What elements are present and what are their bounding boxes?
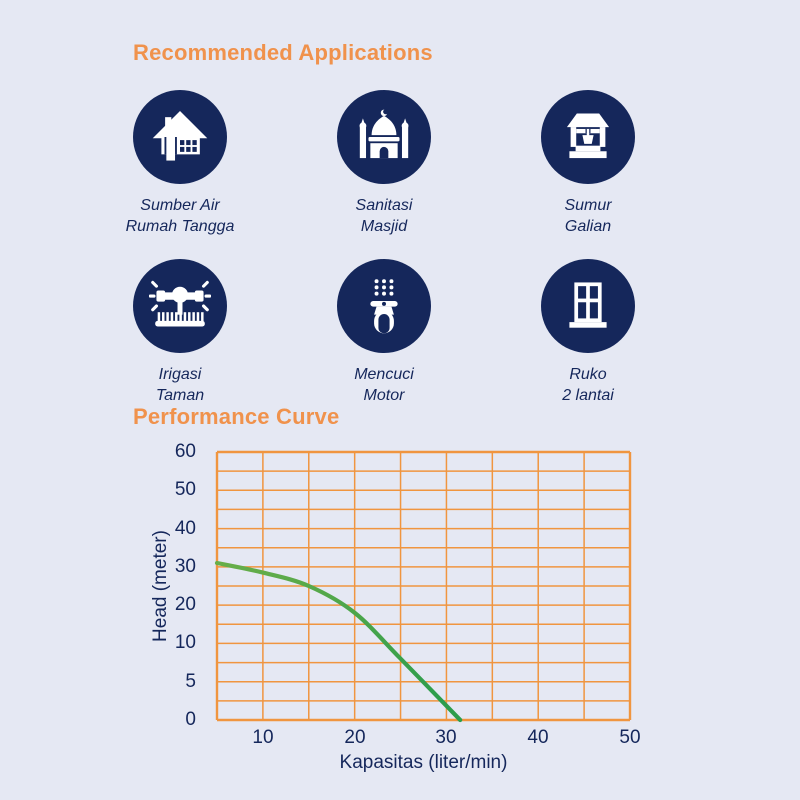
app-label-line2: Rumah Tangga <box>125 218 235 235</box>
mosque-icon <box>359 109 409 159</box>
app-label: Sanitasi Masjid <box>356 195 413 237</box>
x-axis-ticks: 10 20 30 40 50 <box>217 726 640 750</box>
x-axis-title: Kapasitas (liter/min) <box>339 752 508 773</box>
app-label: Mencuci Motor <box>354 364 414 406</box>
app-item-irigasi-taman: Irigasi Taman <box>78 259 282 406</box>
app-label: Ruko 2 lantai <box>562 364 614 406</box>
y-tick-20: 20 <box>174 594 196 615</box>
y-tick-30: 30 <box>174 556 196 577</box>
app-circle <box>133 90 227 184</box>
well-icon <box>566 113 610 159</box>
applications-heading: Recommended Applications <box>133 40 433 65</box>
x-tick-40: 40 <box>527 727 549 748</box>
app-label-line1: Sumber Air <box>140 197 220 214</box>
app-label: Sumur Galian <box>564 195 611 237</box>
performance-heading: Performance Curve <box>133 404 340 429</box>
app-item-mencuci-motor: Mencuci Motor <box>282 259 486 406</box>
app-label-line2: 2 lantai <box>562 387 614 404</box>
app-label-line1: Ruko <box>569 366 607 383</box>
app-label: Irigasi Taman <box>156 364 204 406</box>
house-icon <box>152 110 208 161</box>
y-axis-ticks: 60 50 40 30 20 10 5 0 <box>148 441 206 730</box>
app-label-line1: Sanitasi <box>355 197 413 214</box>
app-circle <box>133 259 227 353</box>
performance-chart-plot <box>214 450 632 723</box>
scooter-icon <box>370 279 398 334</box>
pump-curve <box>214 560 463 723</box>
x-tick-10: 10 <box>252 727 274 748</box>
x-tick-30: 30 <box>435 727 457 748</box>
shophouse-icon <box>569 282 607 328</box>
app-label-line2: Taman <box>155 387 205 404</box>
app-label-line2: Galian <box>564 218 612 235</box>
app-label-line1: Sumur <box>564 197 612 214</box>
app-circle <box>541 259 635 353</box>
app-circle <box>337 90 431 184</box>
applications-grid: Sumber Air Rumah Tangga <box>78 90 690 406</box>
app-label-line1: Mencuci <box>354 366 414 383</box>
app-item-sanitasi-masjid: Sanitasi Masjid <box>282 90 486 237</box>
y-tick-0: 0 <box>185 709 196 730</box>
x-tick-20: 20 <box>344 727 366 748</box>
x-tick-50: 50 <box>619 727 641 748</box>
y-tick-40: 40 <box>174 518 196 539</box>
app-label-line2: Motor <box>363 387 405 404</box>
y-tick-10: 10 <box>174 632 196 653</box>
y-tick-5: 5 <box>185 671 196 692</box>
app-item-sumber-air: Sumber Air Rumah Tangga <box>78 90 282 237</box>
app-circle <box>541 90 635 184</box>
app-item-sumur-galian: Sumur Galian <box>486 90 690 237</box>
app-label: Sumber Air Rumah Tangga <box>126 195 235 237</box>
app-label-line2: Masjid <box>360 218 408 235</box>
sprinkler-icon <box>149 280 211 327</box>
performance-chart <box>214 450 632 723</box>
chart-gridlines <box>215 450 632 722</box>
app-item-ruko: Ruko 2 lantai <box>486 259 690 406</box>
app-circle <box>337 259 431 353</box>
y-tick-60: 60 <box>174 441 196 462</box>
app-label-line1: Irigasi <box>158 366 202 383</box>
y-tick-50: 50 <box>174 479 196 500</box>
